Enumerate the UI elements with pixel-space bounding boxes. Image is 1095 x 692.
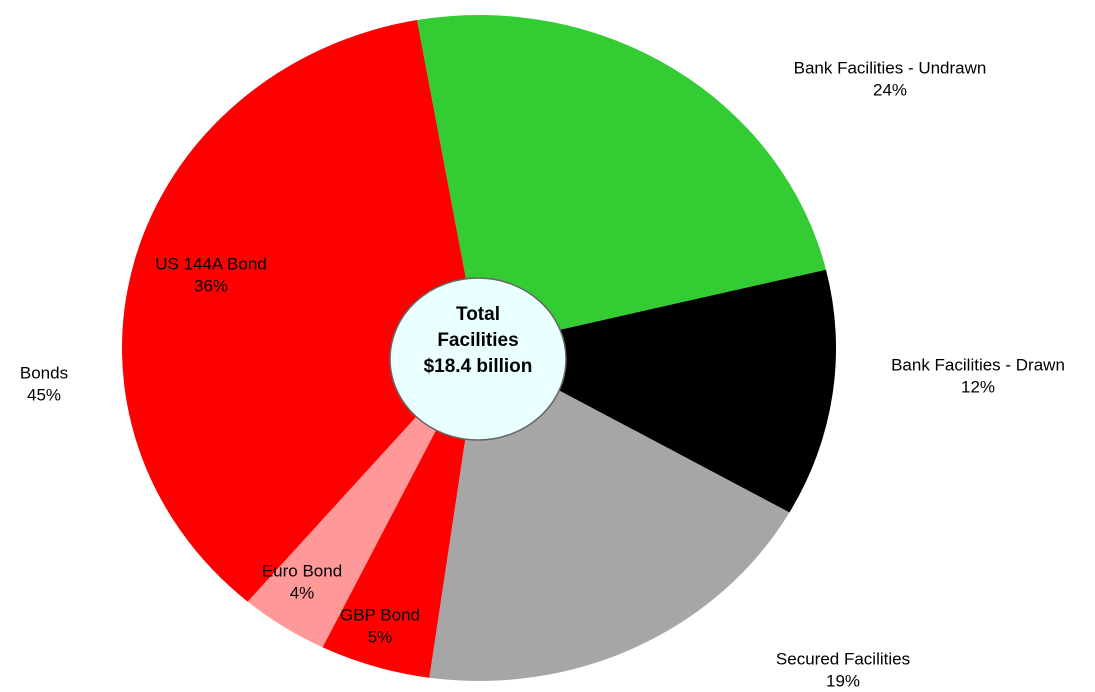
- group-value-label: 45%: [27, 385, 61, 404]
- slice-label: GBP Bond: [340, 605, 420, 624]
- slice: [479, 269, 837, 513]
- slice-value-label: 19%: [826, 671, 860, 690]
- slice-value-label: 24%: [873, 80, 907, 99]
- slice-value-label: 36%: [194, 276, 228, 295]
- center-circle: [389, 277, 567, 441]
- slice-label: Bank Facilities - Undrawn: [794, 58, 987, 77]
- labels: Bank Facilities - Undrawn 24% Bank Facilit…: [155, 58, 1065, 690]
- center-label: Total: [456, 304, 500, 325]
- slice-label: Secured Facilities: [776, 649, 910, 668]
- slice: [121, 20, 479, 602]
- slice: [247, 348, 479, 648]
- slice-value-label: 5%: [368, 627, 393, 646]
- slice-value-label: 4%: [290, 583, 315, 602]
- slice-label: Bank Facilities - Drawn: [891, 355, 1065, 374]
- center-label: $18.4 billion: [424, 356, 533, 377]
- slice-value-label: 12%: [961, 377, 995, 396]
- group-label: Bonds: [20, 363, 68, 382]
- slice: [417, 15, 826, 349]
- slice-label: Euro Bond: [262, 561, 342, 580]
- slice-label: US 144A Bond: [155, 254, 267, 273]
- center-label: Facilities: [437, 330, 518, 351]
